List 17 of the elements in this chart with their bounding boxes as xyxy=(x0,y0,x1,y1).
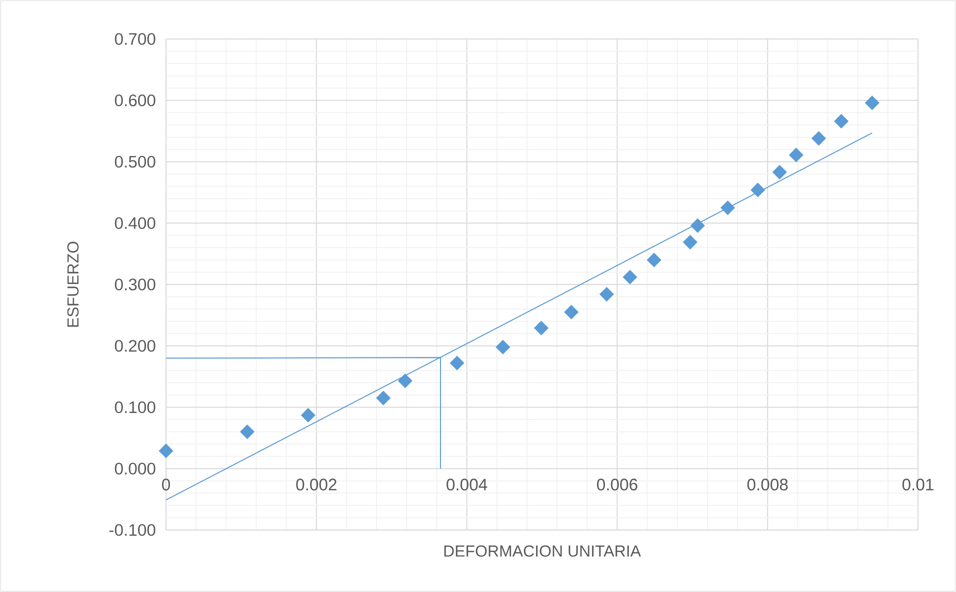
x-tick-label: 0.002 xyxy=(296,478,336,490)
x-axis-title: DEFORMACION UNITARIA xyxy=(444,545,641,557)
y-axis-title: ESFUERZO xyxy=(67,242,79,327)
y-tick-label: 0.700 xyxy=(114,33,156,45)
x-tick-label: 0.006 xyxy=(597,478,638,490)
x-tick-label: 0.004 xyxy=(446,478,488,490)
y-tick-label: -0.100 xyxy=(109,524,156,536)
y-tick-label: 0.300 xyxy=(114,278,156,290)
x-tick-label: 0 xyxy=(162,478,170,490)
y-tick-label: 0.200 xyxy=(114,340,156,352)
y-tick-label: 0.100 xyxy=(114,401,156,414)
y-tick-label: 0.000 xyxy=(114,462,156,475)
y-tick-label: 0.600 xyxy=(114,94,156,106)
y-tick-label: 0.500 xyxy=(114,156,156,168)
x-tick-label: 0.008 xyxy=(747,478,788,490)
x-tick-label: 0.01 xyxy=(902,478,934,490)
y-tick-label: 0.400 xyxy=(114,217,156,230)
